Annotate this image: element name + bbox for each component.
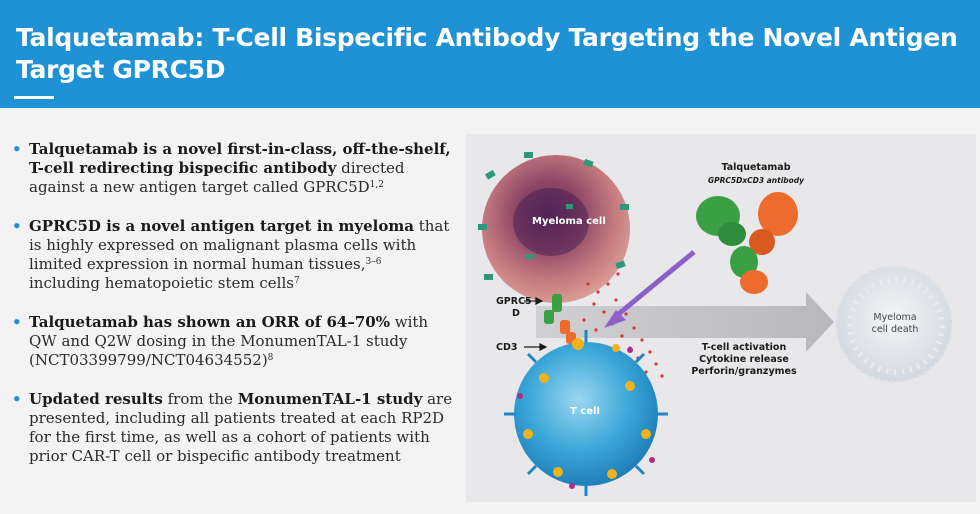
- bullet-text: are presented, including all patients tr…: [29, 390, 453, 465]
- mechanism-illustration: [478, 152, 954, 496]
- free-antibody: [696, 192, 798, 294]
- mechanism-figure: Myeloma cell Talquetamab GPRC5DxCD3 anti…: [466, 134, 976, 502]
- bullet-marker: •: [12, 140, 22, 158]
- citation: 7: [293, 276, 300, 286]
- title-underline: [14, 96, 54, 99]
- bullet-text: that is highly expressed on malignant pl…: [29, 217, 450, 273]
- cell-death-label-cont: cell death: [871, 324, 919, 335]
- t-cell-label: T cell: [570, 406, 600, 417]
- bullet-text: with QW and Q2W dosing in the MonumenTAL…: [29, 313, 429, 369]
- citation: 8: [267, 353, 274, 363]
- gprc5d-label: GPRC5: [496, 296, 532, 307]
- bullet-bold-text: GPRC5D is a novel antigen target in myel…: [29, 217, 414, 235]
- bullet-item: • Updated results from the MonumenTAL-1 …: [12, 390, 457, 466]
- bullet-bold-text: Updated results: [29, 390, 163, 408]
- antibody-name-label: Talquetamab: [721, 162, 791, 173]
- citation: 3–6: [365, 257, 382, 267]
- effect-label: T-cell activation: [701, 342, 787, 353]
- binding-arrow: [614, 250, 696, 318]
- bullet-item: • Talquetamab has shown an ORR of 64–70%…: [12, 313, 457, 370]
- cd3-label: CD3: [496, 342, 518, 353]
- cell-death-label: Myeloma: [873, 312, 917, 323]
- label-arrows: [524, 297, 548, 351]
- bullet-marker: •: [12, 313, 22, 331]
- bullet-text: from the: [162, 390, 238, 408]
- bullet-bold-text: Talquetamab is a novel first-in-class, o…: [29, 140, 451, 177]
- bullet-item: • Talquetamab is a novel first-in-class,…: [12, 140, 457, 197]
- gprc5d-label-cont: D: [512, 308, 520, 319]
- effect-label: Perforin/granzymes: [691, 366, 797, 377]
- slide-header: Talquetamab: T-Cell Bispecific Antibody …: [0, 0, 980, 108]
- dying-myeloma-cell: [834, 264, 954, 384]
- myeloma-cell: [478, 152, 630, 303]
- t-cell: [504, 330, 668, 496]
- effect-label: Cytokine release: [699, 354, 789, 365]
- bullet-list: • Talquetamab is a novel first-in-class,…: [12, 140, 457, 486]
- bullet-item: • GPRC5D is a novel antigen target in my…: [12, 217, 457, 293]
- bullet-bold-text: MonumenTAL-1 study: [237, 390, 423, 408]
- bullet-bold-text: Talquetamab has shown an ORR of 64–70%: [29, 313, 390, 331]
- antibody-sub-label: GPRC5DxCD3 antibody: [707, 176, 805, 185]
- bullet-text: directed against a new antigen target ca…: [29, 159, 405, 196]
- bullet-text: including hematopoietic stem cells: [29, 274, 294, 292]
- bullet-marker: •: [12, 217, 22, 235]
- bullet-marker: •: [12, 390, 22, 408]
- citation: 1,2: [369, 180, 384, 190]
- slide-title: Talquetamab: T-Cell Bispecific Antibody …: [16, 23, 958, 84]
- process-arrow: [536, 292, 834, 352]
- myeloma-cell-label: Myeloma cell: [532, 216, 606, 227]
